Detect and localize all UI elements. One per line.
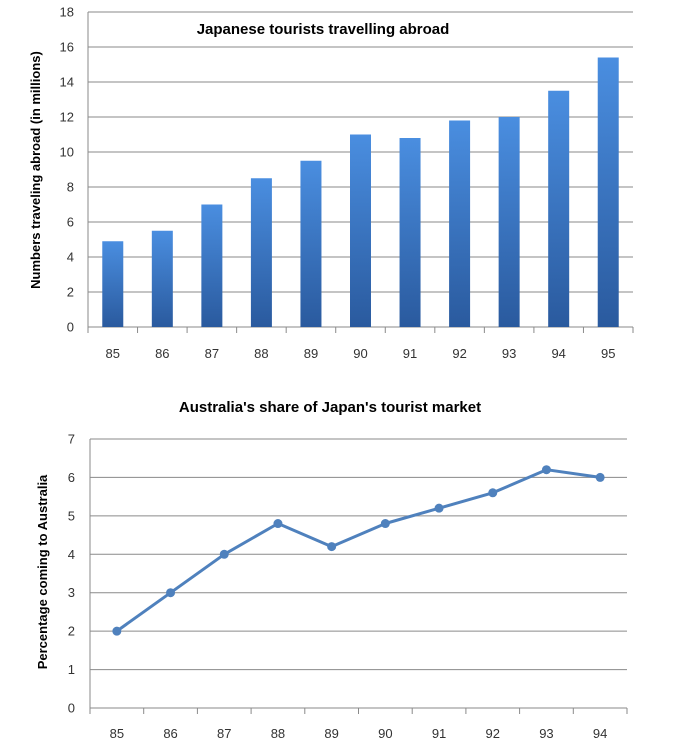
bar-chart-y-tick-label: 16 bbox=[60, 40, 74, 55]
line-chart-gridlines bbox=[90, 438, 627, 671]
bar-88 bbox=[250, 178, 272, 327]
bar-chart-x-tick-label: 90 bbox=[353, 346, 367, 361]
line-chart-x-ticks: 85 86 87 88 89 90 91 92 93 94 bbox=[110, 726, 608, 741]
line-point-91 bbox=[434, 503, 444, 513]
line-chart-y-tick-label: 0 bbox=[68, 701, 75, 716]
bar-chart-x-tick-label: 91 bbox=[403, 346, 417, 361]
bar-chart-x-tick-label: 95 bbox=[601, 346, 615, 361]
bar-chart-x-tick-label: 94 bbox=[551, 346, 565, 361]
bar-chart-y-tick-label: 6 bbox=[67, 215, 74, 230]
line-point-86 bbox=[166, 588, 176, 598]
bar-87 bbox=[201, 204, 223, 327]
bar-chart-x-tick-label: 89 bbox=[304, 346, 318, 361]
line-chart-series-line bbox=[115, 468, 601, 633]
bar-chart-x-tick-label: 87 bbox=[205, 346, 219, 361]
bar-85 bbox=[102, 241, 124, 327]
bar-94 bbox=[548, 90, 570, 327]
line-chart-y-tick-label: 6 bbox=[68, 470, 75, 485]
line-chart-y-axis-label: Percentage coming to Australia bbox=[35, 474, 50, 669]
line-chart-australia-share: 0 1 2 3 4 5 6 7 85 86 87 88 89 90 91 92 93 94 Australia'… bbox=[35, 399, 628, 741]
line-chart-x-tick-label: 94 bbox=[593, 726, 607, 741]
bar-91 bbox=[399, 138, 421, 327]
line-chart-x-tick-label: 92 bbox=[486, 726, 500, 741]
bar-chart-y-tick-label: 12 bbox=[60, 110, 74, 125]
line-chart-y-tick-label: 1 bbox=[68, 662, 75, 677]
line-chart-x-tick-label: 86 bbox=[163, 726, 177, 741]
line-point-90 bbox=[380, 519, 390, 529]
line-chart-series bbox=[112, 465, 605, 636]
line-chart-y-tick-label: 2 bbox=[68, 624, 75, 639]
line-point-87 bbox=[219, 549, 229, 559]
line-chart-x-tick-label: 87 bbox=[217, 726, 231, 741]
bar-chart-x-ticks: 85 86 87 88 89 90 91 92 93 94 95 bbox=[106, 346, 616, 361]
bar-chart-y-axis-label: Numbers traveling abroad (in millions) bbox=[28, 51, 43, 289]
line-point-89 bbox=[327, 542, 337, 552]
bar-chart-x-tick-label: 86 bbox=[155, 346, 169, 361]
line-point-92 bbox=[488, 488, 498, 498]
bar-chart-y-tick-label: 0 bbox=[67, 320, 74, 335]
line-chart-x-tick-label: 90 bbox=[378, 726, 392, 741]
bar-chart-title: Japanese tourists travelling abroad bbox=[197, 21, 450, 38]
bar-chart-y-tick-label: 4 bbox=[67, 250, 74, 265]
bar-chart-y-ticks: 0 2 4 6 8 10 12 14 16 18 bbox=[60, 5, 74, 335]
bar-95 bbox=[597, 57, 619, 327]
line-chart-axes bbox=[89, 439, 628, 714]
bar-chart-x-tick-label: 93 bbox=[502, 346, 516, 361]
bar-chart-y-tick-label: 18 bbox=[60, 5, 74, 20]
line-chart-x-tick-label: 85 bbox=[110, 726, 124, 741]
line-point-85 bbox=[112, 626, 122, 636]
bar-chart-japanese-tourists: 0 2 4 6 8 10 12 14 16 18 85 86 87 88 89 90 91 92 93 94 95 J… bbox=[28, 5, 634, 361]
line-chart-x-tick-label: 88 bbox=[271, 726, 285, 741]
bar-chart-x-tick-label: 92 bbox=[452, 346, 466, 361]
line-chart-y-tick-label: 7 bbox=[68, 432, 75, 447]
line-point-94 bbox=[595, 472, 605, 482]
line-chart-y-tick-label: 5 bbox=[68, 508, 75, 523]
line-chart-x-tick-label: 93 bbox=[539, 726, 553, 741]
line-chart-x-tick-label: 91 bbox=[432, 726, 446, 741]
bar-92 bbox=[449, 120, 471, 327]
bar-chart-x-tick-label: 85 bbox=[106, 346, 120, 361]
line-chart-y-tick-label: 4 bbox=[68, 547, 75, 562]
line-point-88 bbox=[273, 519, 283, 529]
line-chart-y-ticks: 0 1 2 3 4 5 6 7 bbox=[68, 432, 75, 716]
line-chart-x-tick-label: 89 bbox=[324, 726, 338, 741]
bar-chart-x-tick-label: 88 bbox=[254, 346, 268, 361]
bar-86 bbox=[151, 230, 173, 327]
line-chart-title: Australia's share of Japan's tourist mar… bbox=[179, 399, 481, 416]
bar-chart-y-tick-label: 2 bbox=[67, 285, 74, 300]
bar-89 bbox=[300, 160, 322, 327]
line-point-93 bbox=[541, 465, 551, 475]
line-chart-y-tick-label: 3 bbox=[68, 585, 75, 600]
bar-chart-y-tick-label: 14 bbox=[60, 75, 74, 90]
bar-chart-y-tick-label: 10 bbox=[60, 145, 74, 160]
bar-93 bbox=[498, 117, 520, 327]
bar-chart-bars bbox=[102, 57, 619, 327]
bar-90 bbox=[350, 134, 371, 327]
bar-chart-y-tick-label: 8 bbox=[67, 180, 74, 195]
